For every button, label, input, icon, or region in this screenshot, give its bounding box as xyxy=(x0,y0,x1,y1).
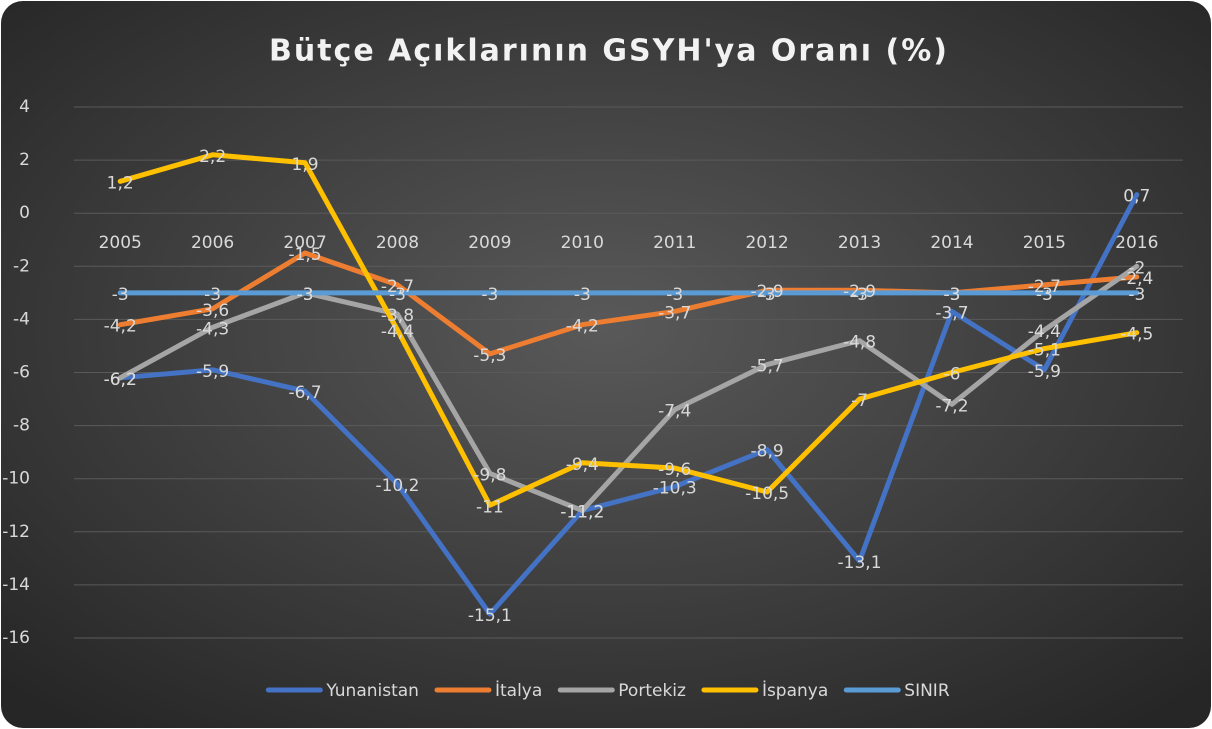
data-label: 2,2 xyxy=(199,147,226,167)
data-label: -2,9 xyxy=(843,282,876,302)
y-tick-label: 4 xyxy=(19,97,30,117)
data-label: -4,4 xyxy=(1028,322,1061,342)
data-label: -5,1 xyxy=(1028,341,1061,361)
data-label: -8,9 xyxy=(751,441,784,461)
data-label: -3 xyxy=(204,285,221,305)
data-label: -9,4 xyxy=(566,455,599,475)
data-label: -3,8 xyxy=(381,306,414,326)
data-label: -3 xyxy=(297,285,314,305)
data-label: -4,8 xyxy=(843,333,876,353)
y-tick-label: -10 xyxy=(2,469,30,489)
data-label: -2,4 xyxy=(1120,269,1153,289)
data-label: -4,3 xyxy=(196,319,229,339)
data-label: -7,2 xyxy=(935,396,968,416)
y-tick-label: -6 xyxy=(13,363,30,383)
x-tick-label: 2016 xyxy=(1115,233,1158,253)
data-label: -3,7 xyxy=(935,303,968,323)
data-label: -5,9 xyxy=(1028,362,1061,382)
y-tick-label: -4 xyxy=(13,309,30,329)
x-tick-label: 2015 xyxy=(1023,233,1066,253)
data-label: -11,2 xyxy=(560,503,604,523)
data-label: -9,8 xyxy=(473,465,506,485)
legend-label: İtalya xyxy=(495,680,542,701)
x-tick-label: 2006 xyxy=(191,233,234,253)
legend-label: İspanya xyxy=(762,680,828,701)
data-label: -2 xyxy=(1128,258,1145,278)
data-label: -2,7 xyxy=(381,277,414,297)
data-label: -7 xyxy=(851,391,868,411)
x-tick-label: 2012 xyxy=(745,233,788,253)
data-label: -3 xyxy=(389,285,406,305)
y-tick-label: -16 xyxy=(2,628,30,648)
data-label: -6 xyxy=(943,365,960,385)
data-label: -3 xyxy=(112,285,129,305)
data-label: -3 xyxy=(1036,285,1053,305)
y-tick-label: 0 xyxy=(19,203,30,223)
data-label: -7,4 xyxy=(658,402,691,422)
data-label: -11 xyxy=(476,497,504,517)
data-label: -3 xyxy=(666,285,683,305)
data-label: -9,6 xyxy=(658,460,691,480)
data-label: -6,2 xyxy=(104,370,137,390)
x-tick-label: 2013 xyxy=(838,233,881,253)
x-tick-label: 2009 xyxy=(468,233,511,253)
y-tick-label: -2 xyxy=(13,256,30,276)
legend-label: Yunanistan xyxy=(325,681,419,701)
chart-title: Bütçe Açıklarının GSYH'ya Oranı (%) xyxy=(269,34,949,69)
data-label: -4,2 xyxy=(566,317,599,337)
data-label: -3 xyxy=(297,285,314,305)
data-label: -10,2 xyxy=(375,476,419,496)
data-label: -4,2 xyxy=(104,317,137,337)
data-label: -6,7 xyxy=(288,383,321,403)
data-label: -2,7 xyxy=(1028,277,1061,297)
data-label: 0,7 xyxy=(1123,187,1150,207)
data-label: -1,5 xyxy=(288,245,321,265)
x-tick-label: 2007 xyxy=(283,233,326,253)
legend-label: SINIR xyxy=(904,681,950,701)
data-label: -2,9 xyxy=(751,282,784,302)
data-label: -3 xyxy=(759,285,776,305)
data-label: -5,3 xyxy=(473,346,506,366)
data-label: -4,4 xyxy=(381,322,414,342)
data-label: -3,7 xyxy=(658,303,691,323)
y-tick-label: -8 xyxy=(13,416,30,436)
data-label: -3 xyxy=(574,285,591,305)
data-label: -6,2 xyxy=(104,370,137,390)
data-label: -5,7 xyxy=(751,357,784,377)
y-tick-label: -12 xyxy=(2,522,30,542)
y-tick-label: 2 xyxy=(19,150,30,170)
x-tick-label: 2005 xyxy=(99,233,142,253)
y-tick-label: -14 xyxy=(2,575,30,595)
data-label: -3 xyxy=(481,285,498,305)
data-label: -4,5 xyxy=(1120,325,1153,345)
x-tick-label: 2010 xyxy=(561,233,604,253)
series-line xyxy=(117,263,1140,514)
data-label: -3 xyxy=(851,285,868,305)
legend-label: Portekiz xyxy=(618,681,686,701)
data-label: -3 xyxy=(943,285,960,305)
data-label: -3 xyxy=(943,285,960,305)
data-label: -15,1 xyxy=(468,606,512,626)
x-tick-label: 2011 xyxy=(653,233,696,253)
data-label: 1,9 xyxy=(292,155,319,175)
data-label: -11,2 xyxy=(560,503,604,523)
data-label: -3 xyxy=(1128,285,1145,305)
data-label: -10,5 xyxy=(745,484,789,504)
data-label: -3,6 xyxy=(196,301,229,321)
data-label: 1,2 xyxy=(107,173,134,193)
x-tick-label: 2014 xyxy=(930,233,973,253)
x-tick-label: 2008 xyxy=(376,233,419,253)
data-label: -10,3 xyxy=(653,479,697,499)
series-line xyxy=(117,192,1140,617)
data-label: -5,9 xyxy=(196,362,229,382)
series-line xyxy=(117,152,1140,508)
data-label: -13,1 xyxy=(838,553,882,573)
